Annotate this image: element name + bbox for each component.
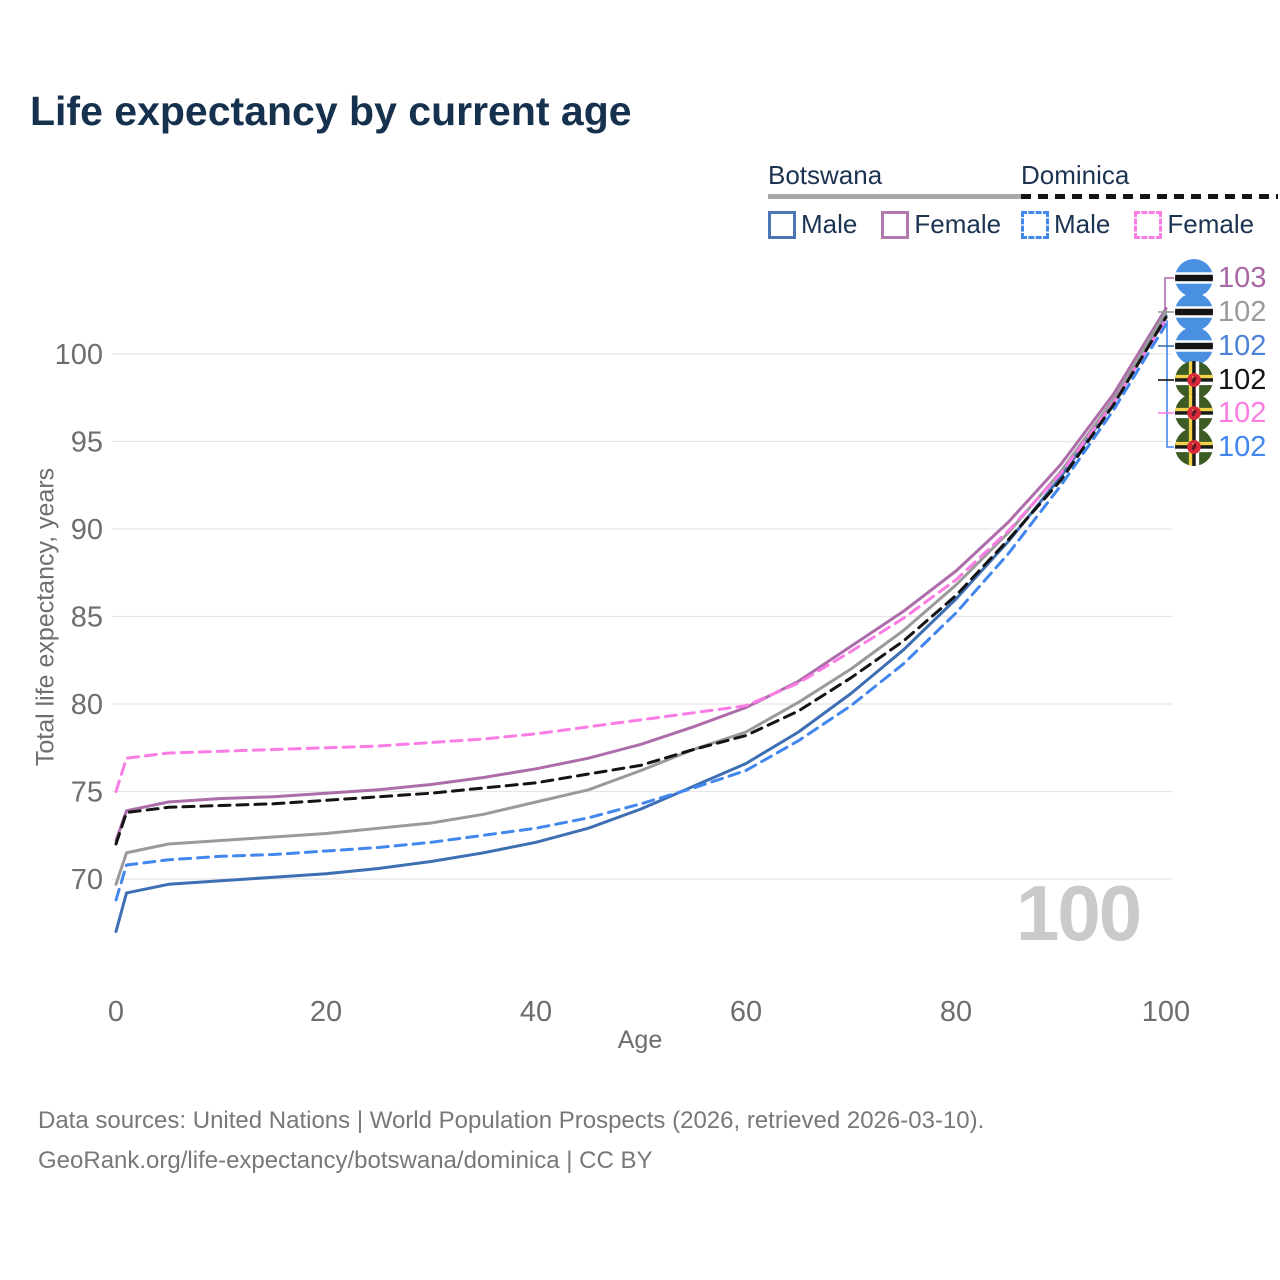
legend-country-botswana[interactable]: Botswana [768,160,1026,199]
legend-swatch-dominica-male[interactable] [1021,210,1049,239]
legend-label-botswana-female[interactable]: Female [914,209,1002,239]
legend-group-dominica: Dominica Male Female [1021,160,1279,240]
series-line-dominica-male[interactable] [114,322,1168,902]
end-label-row: 102 [1175,394,1266,432]
end-label-row: 102 [1175,428,1266,466]
dominica-dashed-line-swatch [1021,194,1279,199]
end-label-row: 102 [1175,361,1266,399]
y-tick-label: 75 [71,777,103,809]
leader-line [1166,320,1174,448]
end-value-label: 102 [1218,295,1267,328]
y-tick-label: 100 [55,339,103,371]
botswana-flag-icon [1175,259,1213,297]
legend-label-dominica-male[interactable]: Male [1054,209,1111,239]
x-tick-label: 40 [520,996,552,1028]
y-tick-label: 90 [71,514,103,546]
y-tick-label: 80 [71,689,103,721]
x-tick-label: 60 [730,996,762,1028]
age-watermark: 100 [1016,869,1142,957]
legend-group-botswana: Botswana Male Female [768,160,1026,240]
series-line-botswana-both-sexes[interactable] [114,310,1168,886]
data-sources-caption: Data sources: United Nations | World Pop… [38,1107,985,1134]
legend-swatch-botswana-female[interactable] [881,210,910,239]
series-line-botswana-male[interactable] [114,314,1168,933]
x-tick-label: 100 [1142,996,1190,1028]
y-axis-title: Total life expectancy, years [31,467,60,767]
dominica-flag-icon [1175,394,1213,432]
end-value-label: 102 [1218,430,1267,463]
y-tick-label: 70 [71,864,103,896]
end-label-row: 102 [1175,327,1266,365]
end-value-label: 102 [1218,329,1267,362]
legend-label-botswana-male[interactable]: Male [801,209,858,239]
end-value-label: 102 [1218,396,1267,429]
x-tick-label: 20 [310,996,342,1028]
y-tick-label: 85 [71,602,103,634]
legend-country-label: Dominica [1021,160,1130,190]
leader-line [1164,277,1174,309]
y-tick-label: 95 [71,427,103,459]
legend-country-dominica[interactable]: Dominica [1021,160,1279,199]
legend-swatch-botswana-male[interactable] [768,210,796,239]
series-line-botswana-female[interactable] [114,307,1168,842]
botswana-flag-icon [1175,293,1213,331]
legend-country-label: Botswana [768,160,883,190]
legend-swatch-dominica-female[interactable] [1134,210,1163,239]
legend-label-dominica-female[interactable]: Female [1167,209,1255,239]
x-axis-title: Age [617,1026,663,1054]
end-label-row: 102 [1175,293,1266,331]
attribution-caption: GeoRank.org/life-expectancy/botswana/dom… [38,1147,653,1174]
end-value-label: 102 [1218,363,1267,396]
x-tick-label: 0 [108,996,124,1028]
page-title: Life expectancy by current age [30,88,632,134]
botswana-flag-icon [1175,327,1213,365]
dominica-flag-icon [1175,428,1213,466]
botswana-solid-line-swatch [768,194,1026,199]
x-tick-label: 80 [940,996,972,1028]
series-line-dominica-female[interactable] [114,317,1168,793]
end-value-label: 103 [1218,261,1267,294]
series-line-dominica-both-sexes[interactable] [114,315,1168,846]
end-label-row: 103 [1175,259,1266,297]
